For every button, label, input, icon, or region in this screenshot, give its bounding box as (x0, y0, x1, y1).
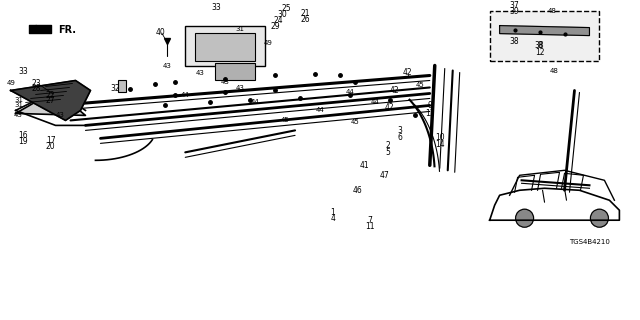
Text: 1: 1 (331, 208, 335, 217)
Text: 2: 2 (385, 141, 390, 150)
Text: 43: 43 (56, 112, 65, 118)
Text: 27: 27 (45, 96, 56, 105)
Text: 28: 28 (32, 84, 42, 93)
Text: 11: 11 (365, 222, 374, 231)
Text: 44: 44 (346, 90, 355, 95)
Text: 49: 49 (244, 36, 253, 42)
Text: 45: 45 (351, 119, 359, 125)
Text: 42: 42 (403, 68, 413, 77)
Text: 22: 22 (46, 91, 55, 100)
Text: 31: 31 (236, 26, 244, 32)
Text: 29: 29 (270, 22, 280, 31)
Text: 9: 9 (428, 101, 432, 110)
Text: 44: 44 (181, 92, 189, 99)
Text: 48: 48 (550, 68, 559, 74)
Polygon shape (500, 26, 589, 36)
Text: 47: 47 (380, 171, 390, 180)
Text: 25: 25 (281, 4, 291, 13)
Text: 44: 44 (371, 100, 380, 106)
Text: 43: 43 (221, 79, 230, 85)
Bar (490, 11, 600, 60)
Bar (118, 81, 126, 92)
Polygon shape (11, 81, 90, 120)
Text: 23: 23 (32, 79, 42, 88)
Text: 31: 31 (14, 102, 23, 108)
Circle shape (516, 209, 534, 227)
Text: 32: 32 (111, 84, 120, 93)
Text: 43: 43 (236, 85, 244, 92)
Text: 21: 21 (300, 9, 310, 18)
Text: 7: 7 (367, 216, 372, 225)
Text: 33: 33 (211, 3, 221, 12)
Text: 8: 8 (537, 41, 542, 50)
Text: 43: 43 (163, 62, 172, 68)
Text: 42: 42 (390, 86, 399, 95)
Text: 44: 44 (316, 108, 324, 113)
Text: 40: 40 (156, 28, 165, 37)
Text: 39: 39 (509, 7, 520, 16)
Text: 48: 48 (548, 8, 557, 14)
Text: 10: 10 (435, 133, 445, 142)
Bar (215, 62, 255, 81)
Text: 33: 33 (19, 67, 28, 76)
Text: 17: 17 (45, 136, 56, 145)
Text: 16: 16 (18, 131, 28, 140)
Text: 45: 45 (415, 83, 424, 88)
Text: 43: 43 (196, 69, 205, 76)
Text: 38: 38 (535, 41, 545, 50)
Text: 14: 14 (435, 140, 445, 149)
Text: 6: 6 (397, 133, 403, 142)
Text: 30: 30 (277, 10, 287, 19)
Bar (195, 33, 255, 60)
Polygon shape (15, 91, 86, 116)
Text: 41: 41 (360, 161, 370, 170)
Bar (185, 26, 265, 66)
Text: 38: 38 (510, 37, 520, 46)
Text: 37: 37 (509, 1, 520, 10)
Text: 5: 5 (385, 148, 390, 157)
Text: 3: 3 (397, 126, 403, 135)
Text: FR.: FR. (58, 25, 77, 35)
Text: 12: 12 (535, 48, 544, 57)
Text: 31: 31 (14, 98, 23, 103)
Text: 4: 4 (330, 214, 335, 223)
Text: 45: 45 (281, 117, 289, 124)
Text: 20: 20 (45, 142, 56, 151)
Text: 24: 24 (273, 16, 283, 25)
Text: 46: 46 (353, 186, 363, 195)
Text: 42: 42 (385, 103, 395, 112)
Text: 49: 49 (264, 40, 273, 45)
Text: 43: 43 (14, 112, 23, 118)
Text: 19: 19 (18, 137, 28, 146)
Circle shape (591, 209, 609, 227)
Text: 49: 49 (6, 81, 15, 86)
Text: 13: 13 (425, 109, 435, 118)
Text: 44: 44 (251, 100, 259, 106)
Text: 26: 26 (300, 15, 310, 24)
Text: TGS4B4210: TGS4B4210 (569, 239, 610, 245)
